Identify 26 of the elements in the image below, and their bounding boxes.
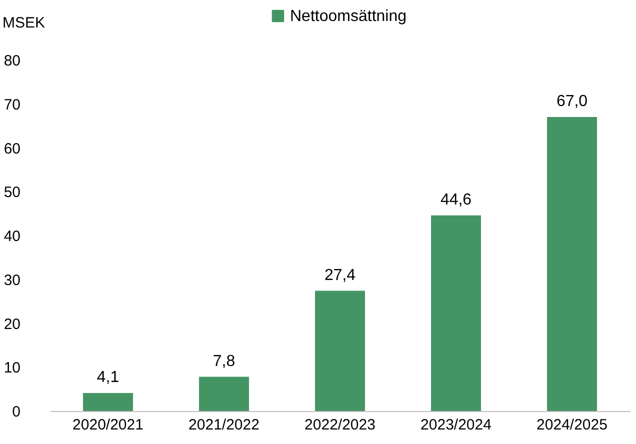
x-tick-label: 2021/2022 xyxy=(188,416,260,434)
x-tick-label: 2020/2021 xyxy=(72,416,144,434)
bar xyxy=(315,290,365,411)
y-tick-label: 20 xyxy=(4,316,20,333)
legend-label: Nettoomsättning xyxy=(290,8,407,25)
bar xyxy=(199,376,249,411)
bar xyxy=(83,393,133,411)
y-tick-label: 10 xyxy=(4,360,20,377)
y-tick-label: 60 xyxy=(4,140,20,158)
data-label: 27,4 xyxy=(324,266,356,284)
data-label: 44,6 xyxy=(440,191,472,208)
data-label: 7,8 xyxy=(212,352,236,370)
data-label: 67,0 xyxy=(556,93,588,110)
y-tick-label: 50 xyxy=(4,184,20,202)
data-label: 4,1 xyxy=(96,369,120,386)
y-tick-label: 40 xyxy=(4,228,20,245)
bar xyxy=(431,215,481,411)
y-tick-label: 80 xyxy=(4,52,20,70)
bar xyxy=(547,117,597,411)
x-tick-label: 2023/2024 xyxy=(420,416,492,434)
y-axis-title: MSEK xyxy=(2,14,46,32)
y-tick-label: 30 xyxy=(4,272,20,289)
y-tick-label: 0 xyxy=(12,404,20,420)
x-tick-label: 2024/2025 xyxy=(536,416,608,434)
x-tick-label: 2022/2023 xyxy=(304,416,376,434)
y-tick-label: 70 xyxy=(4,96,20,114)
